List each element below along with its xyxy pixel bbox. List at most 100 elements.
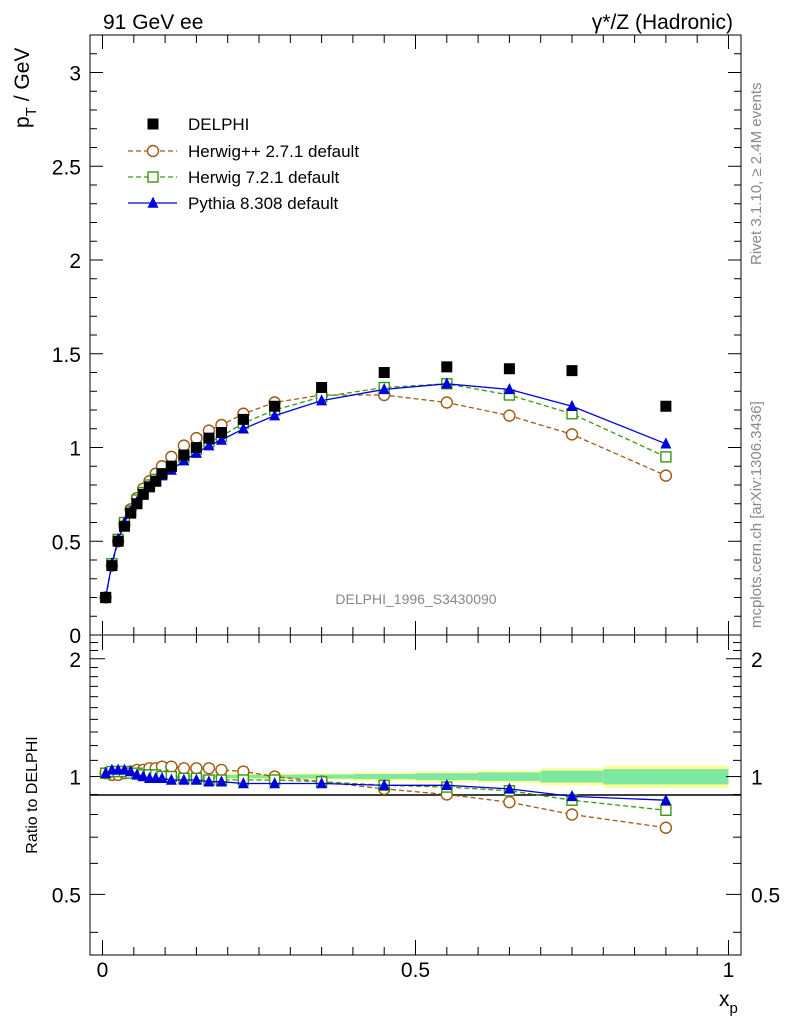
legend-entry: Herwig 7.2.1 default (128, 168, 339, 187)
ratio-point (125, 765, 137, 777)
ratio-point (178, 773, 190, 785)
x-tick-label: 0 (97, 959, 109, 982)
ratio-point (118, 763, 130, 775)
series-0 (100, 361, 672, 603)
data-point (441, 361, 453, 373)
data-point (269, 400, 281, 412)
main-y-tick-label: 2 (69, 250, 81, 273)
ratio-point (316, 777, 328, 789)
series-line (104, 394, 667, 598)
data-point (190, 431, 203, 445)
data-point (143, 481, 155, 493)
main-y-tick-label: 1 (69, 438, 81, 461)
series-line (104, 383, 667, 598)
ratio-y-tick-label-left: 2 (69, 649, 81, 672)
data-point (237, 422, 249, 434)
data-point (565, 428, 579, 441)
data-point (660, 437, 672, 449)
data-point (660, 451, 672, 463)
legend-entry: DELPHI (147, 115, 249, 134)
ratio-y-tick-label-left: 1 (69, 767, 81, 790)
series-line (104, 383, 667, 598)
data-point (203, 439, 215, 451)
main-y-tick-label: 0.5 (52, 531, 81, 554)
data-point (150, 475, 162, 487)
band-inner (478, 772, 541, 781)
ratio-frame (89, 634, 742, 956)
ratio-y-tick-label-right: 1 (751, 767, 763, 790)
ratio-point (202, 762, 216, 775)
data-point (659, 469, 673, 482)
data-point (165, 460, 177, 472)
data-point (237, 413, 249, 425)
legend-entry: Herwig++ 2.7.1 default (128, 142, 359, 161)
ratio-point (660, 793, 672, 805)
ratio-point (190, 773, 202, 785)
ratio-y-axis-label: Ratio to DELPHI (24, 736, 41, 853)
rivet-version-label: Rivet 3.1.10, ≥ 2.4M events (748, 83, 765, 266)
data-point (503, 363, 515, 375)
mcplots-label: mcplots.cern.ch [arXiv:1306.3436] (748, 401, 765, 628)
legend-label: Herwig++ 2.7.1 default (188, 142, 359, 161)
main-y-tick-label: 2.5 (52, 156, 81, 179)
band-inner (603, 769, 729, 785)
data-point (503, 383, 515, 395)
data-point (156, 468, 168, 480)
data-point (316, 382, 328, 393)
data-point (137, 488, 149, 500)
ratio-point (190, 762, 203, 775)
legend-label: DELPHI (188, 115, 249, 134)
ratio-series-2 (100, 763, 672, 805)
ratio-point (177, 762, 191, 775)
legend: DELPHI Herwig++ 2.7.1 default Herwig 7.2.1… (128, 115, 359, 213)
ratio-point (131, 768, 143, 780)
data-point (100, 592, 112, 603)
x-axis-label: xp (719, 988, 738, 1017)
legend-marker (147, 196, 159, 208)
band-inner (352, 774, 416, 780)
series-3 (100, 377, 672, 603)
data-point (125, 507, 137, 519)
ratio-point (503, 796, 516, 809)
ratio-point (100, 766, 112, 778)
ratio-y-tick-label-left: 0.5 (52, 884, 81, 907)
ratio-point (441, 778, 453, 791)
data-point (441, 377, 453, 389)
data-point (316, 394, 328, 406)
data-point (177, 439, 191, 452)
ratio-point (659, 821, 673, 834)
ratio-axis-ticks: 0.5 0.5 1 1 2 2 0 0.5 1 (52, 635, 780, 982)
ratio-point (137, 770, 149, 782)
data-point (215, 433, 227, 445)
ratio-point (503, 782, 515, 794)
header-left-label: 91 GeV ee (103, 11, 203, 34)
data-point (378, 367, 390, 378)
ratio-point (378, 778, 390, 791)
ratio-y-tick-label-right: 0.5 (751, 884, 780, 907)
ratio-point (203, 775, 215, 787)
ratio-point (269, 777, 281, 789)
data-point (566, 399, 578, 411)
ratio-series-group (99, 760, 673, 834)
band-inner (540, 770, 604, 783)
x-tick-label: 0.5 (401, 959, 430, 982)
data-point (378, 383, 390, 395)
legend-label: Herwig 7.2.1 default (188, 168, 339, 187)
ratio-point (156, 771, 168, 784)
main-axis-ticks: 0 0.5 1 1.5 2 2.5 3 (52, 34, 741, 648)
main-panel: 0 0.5 1 1.5 2 2.5 3 DELPHI_1996_S3430090 pT / … (11, 34, 742, 648)
ratio-point (660, 804, 672, 816)
main-y-tick-label: 0 (69, 625, 81, 648)
ratio-y-tick-label-right: 2 (751, 649, 763, 672)
band-inner (227, 774, 291, 779)
legend-entry: Pythia 8.308 default (128, 194, 339, 213)
data-point (269, 409, 281, 421)
main-series-group (99, 361, 673, 604)
main-y-tick-label: 3 (69, 63, 81, 86)
ratio-point (165, 760, 178, 773)
legend-marker (146, 144, 160, 158)
ratio-point (215, 775, 227, 787)
data-point (112, 535, 124, 547)
main-y-axis-label-text: pT / GeV (11, 48, 40, 128)
